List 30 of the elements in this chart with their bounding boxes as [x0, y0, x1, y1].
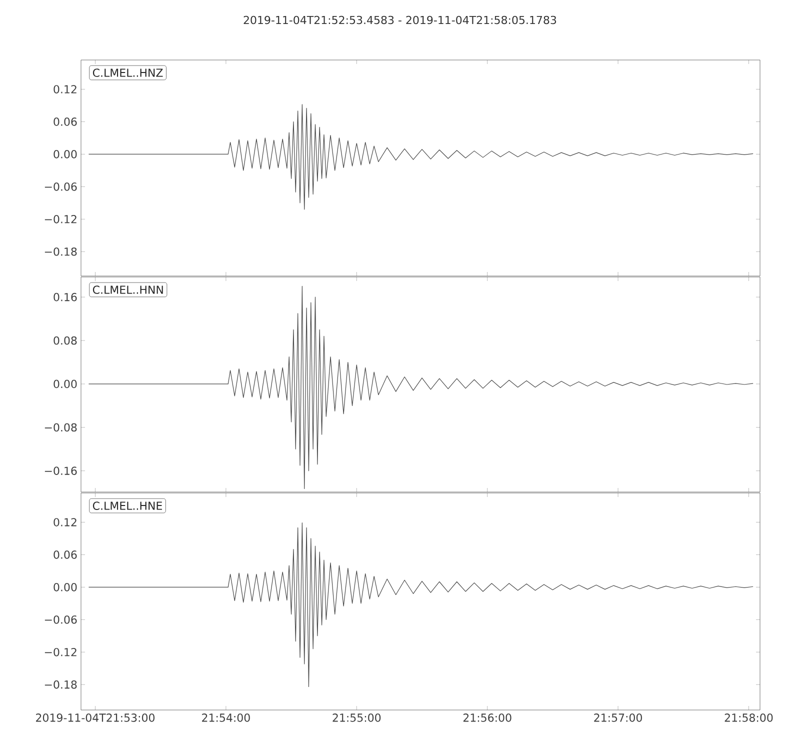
- y-tick-label: 0.16: [54, 292, 77, 302]
- y-tick-label: −0.08: [44, 423, 77, 432]
- x-tick-label: 21:55:00: [332, 714, 381, 722]
- chart-title: 2019-11-04T21:52:53.4583 - 2019-11-04T21:58:05.1783: [244, 16, 556, 24]
- y-tick-label: 0.06: [54, 550, 77, 559]
- x-tick-label: 21:57:00: [594, 714, 642, 722]
- x-tick-label: 2019-11-04T21:53:00: [36, 714, 155, 722]
- y-tick-label: −0.18: [44, 680, 77, 689]
- y-tick-label: −0.06: [44, 182, 77, 191]
- x-tick-label: 21:54:00: [202, 714, 250, 722]
- y-tick-label: −0.06: [44, 615, 77, 624]
- y-tick-label: −0.18: [44, 247, 77, 256]
- x-tick-label: 21:58:00: [724, 714, 773, 722]
- annotation: C.LMEL..HNZ: [92, 68, 163, 77]
- line-series: [88, 522, 754, 688]
- y-tick-label: −0.12: [44, 215, 76, 224]
- y-tick-label: −0.16: [44, 466, 77, 475]
- annotation: C.LMEL..HNN: [92, 286, 163, 294]
- y-tick-label: 0.12: [54, 518, 76, 526]
- y-tick-label: 0.00: [54, 380, 77, 388]
- y-tick-label: 0.08: [54, 336, 77, 345]
- x-tick-label: 21:56:00: [463, 714, 512, 722]
- line-series: [88, 104, 754, 210]
- line-series: [88, 286, 754, 490]
- annotation: C.LMEL..HNE: [92, 502, 162, 510]
- y-tick-label: 0.00: [54, 150, 77, 158]
- y-tick-label: −0.12: [44, 648, 76, 656]
- y-tick-label: 0.00: [54, 583, 77, 592]
- y-tick-label: 0.06: [54, 118, 77, 126]
- y-tick-label: 0.12: [54, 85, 76, 94]
